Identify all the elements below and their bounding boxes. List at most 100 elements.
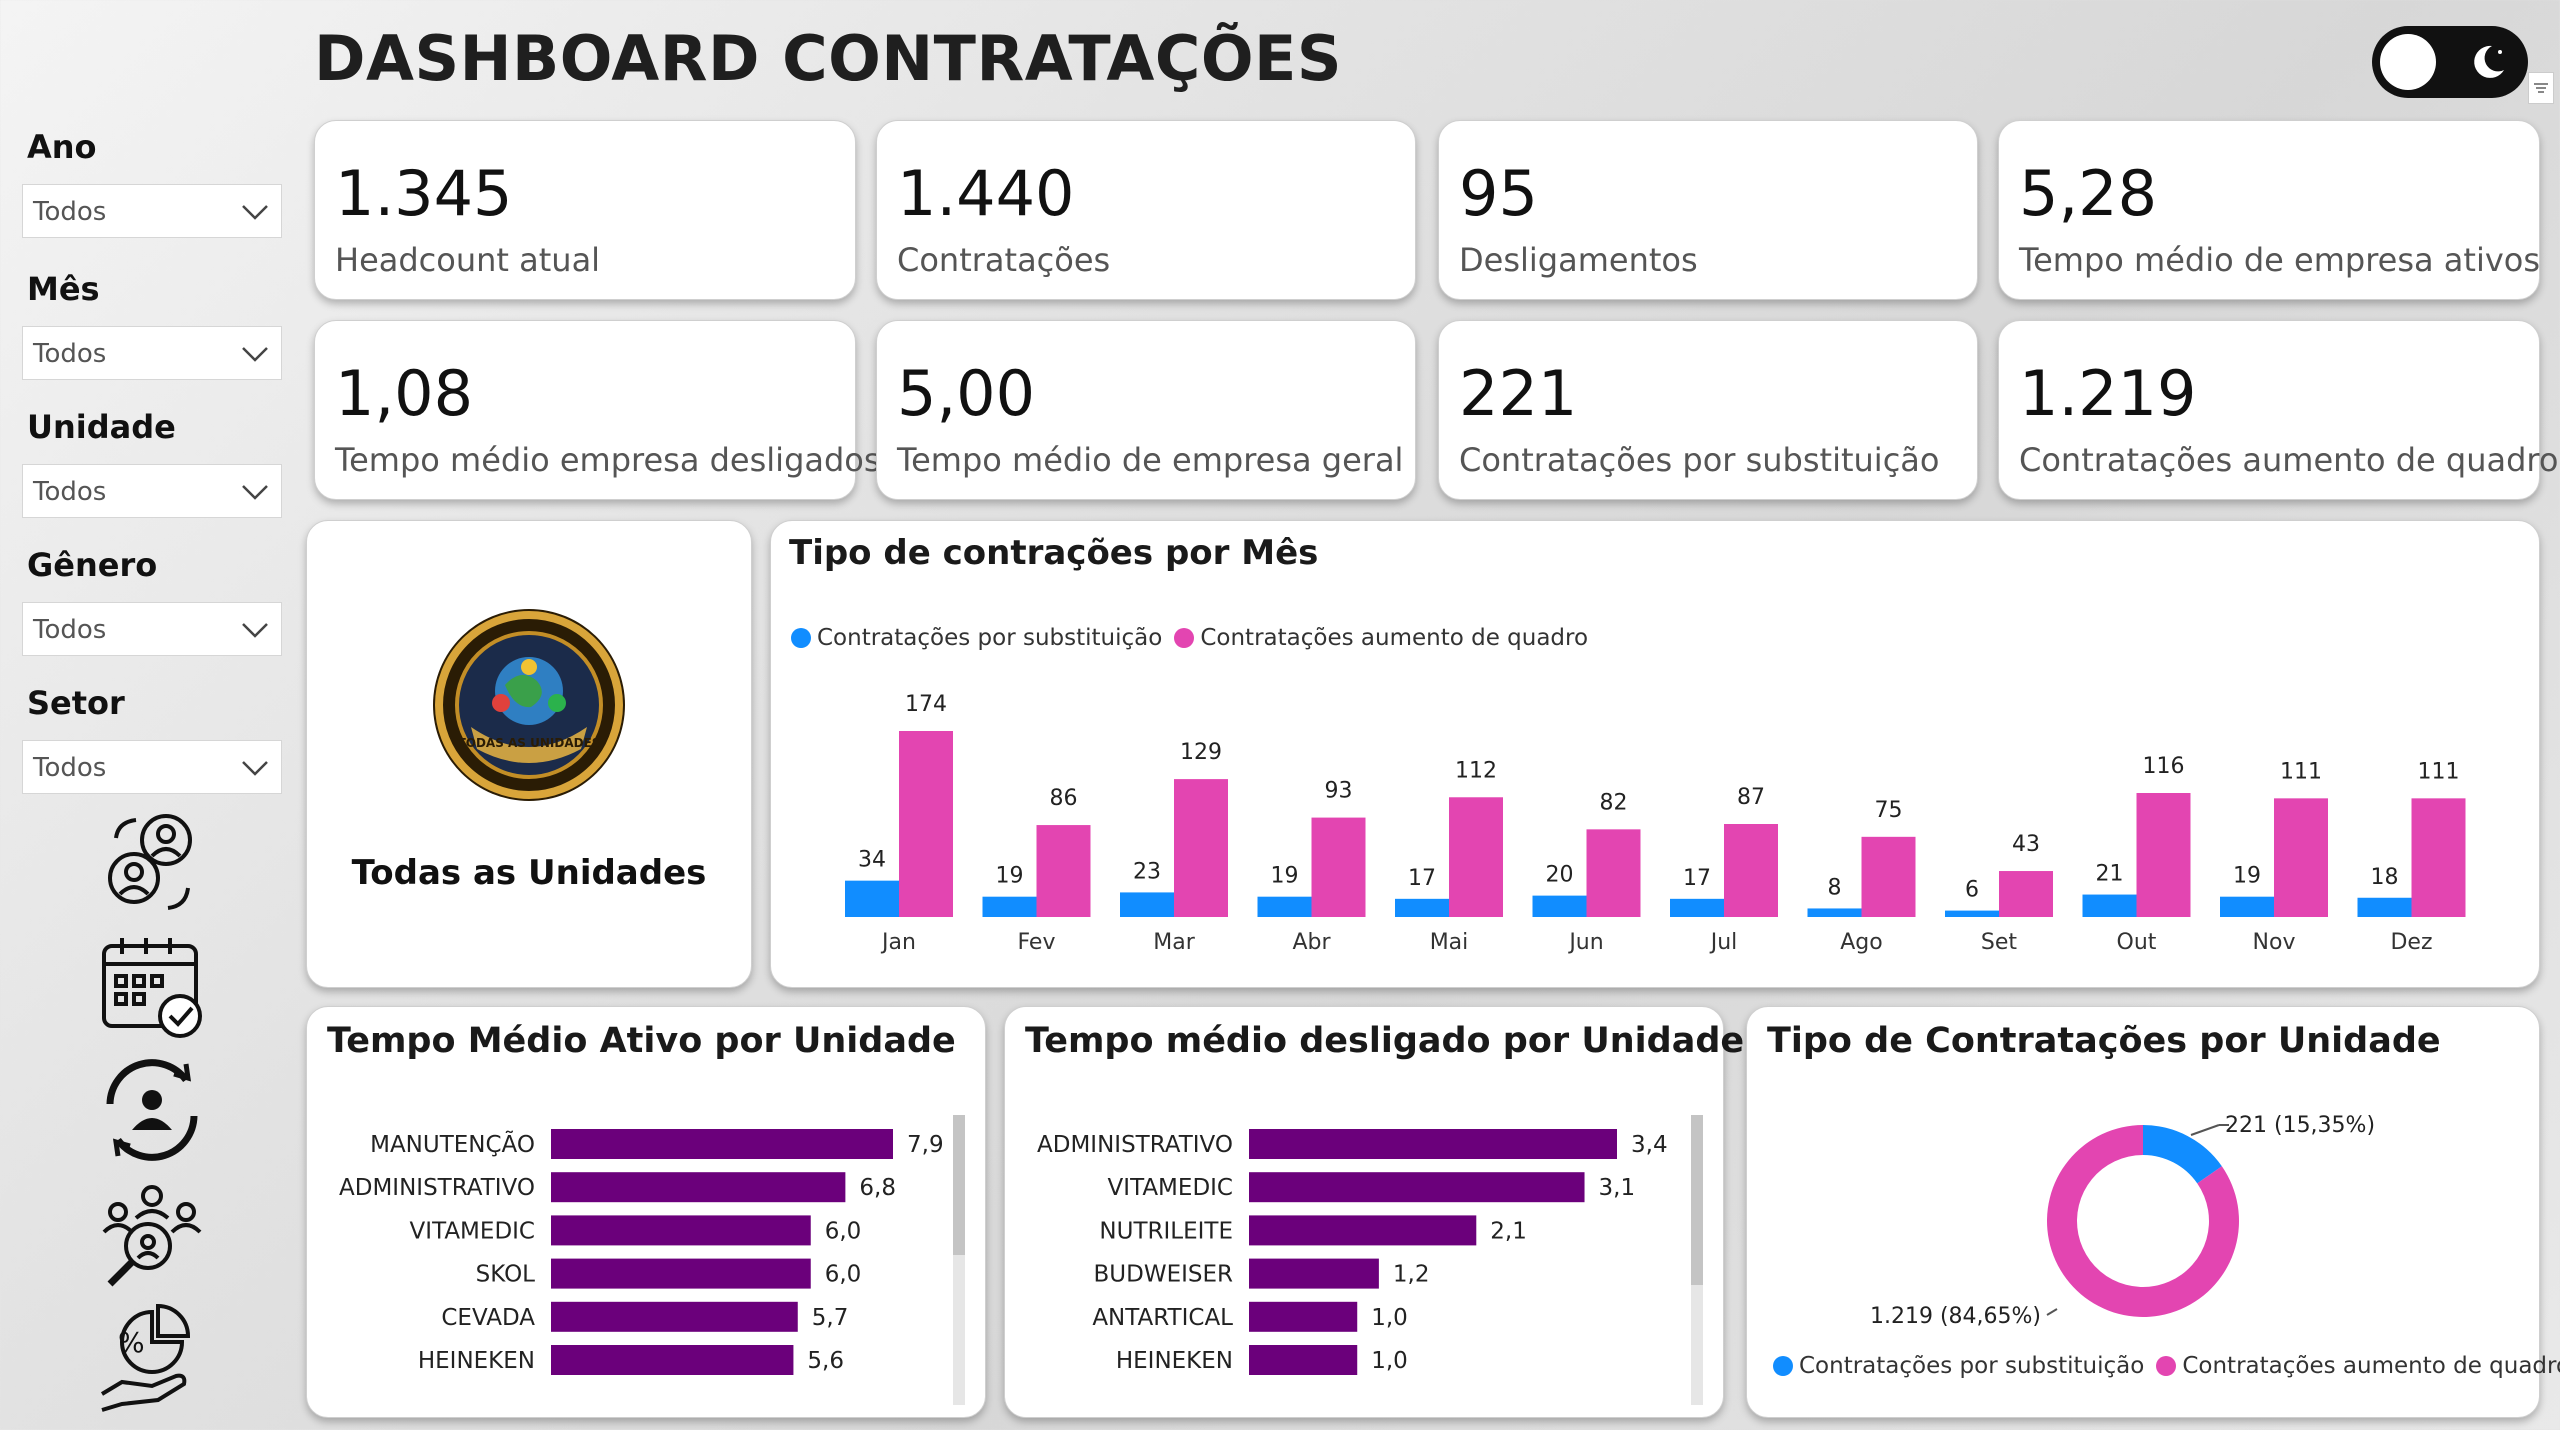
data-label: 17 [1683,866,1711,891]
kpi-card-aumento-quadro: 1.219 Contratações aumento de quadro [1998,320,2558,500]
kpi-value: 95 [1459,157,1538,230]
bar-substituicao[interactable] [1670,898,1724,917]
monthly-chart-panel[interactable]: Tipo de contrações por Mês Contratações … [770,520,2540,988]
chart-legend: Contratações por substituição Contrataçõ… [791,625,1588,651]
filter-select-unidade[interactable]: Todos [22,464,282,518]
bar[interactable] [551,1172,846,1203]
people-cycle-icon[interactable] [96,808,208,920]
bar[interactable] [551,1258,811,1289]
bar-substituicao[interactable] [982,896,1037,917]
scrollbar-track[interactable] [1691,1115,1703,1405]
category-label: HEINEKEN [1116,1348,1233,1374]
leader-line [2190,1124,2220,1136]
bar-aumento-quadro[interactable] [1174,779,1228,917]
filter-select-mes[interactable]: Todos [22,326,282,380]
bar-substituicao[interactable] [1120,892,1174,917]
legend-dot-pink [2156,1356,2177,1376]
bar[interactable] [1249,1172,1585,1203]
filter-select-setor[interactable]: Todos [22,740,282,794]
x-tick-label: Fev [1017,930,1055,955]
bar[interactable] [551,1301,798,1332]
category-label: CEVADA [441,1305,535,1331]
unit-panel[interactable]: TODAS AS UNIDADES Todas as Unidades [306,520,752,988]
toggle-knob[interactable] [2380,34,2436,90]
category-label: VITAMEDIC [410,1218,535,1244]
active-time-panel[interactable]: Tempo Médio Ativo por Unidade MANUTENÇÃO… [306,1006,986,1418]
theme-toggle[interactable] [2372,26,2528,98]
bar-substituicao[interactable] [1807,908,1862,917]
bar-aumento-quadro[interactable] [1586,829,1641,917]
bar-aumento-quadro[interactable] [1724,824,1778,917]
leader-line [2046,1308,2058,1316]
kpi-label: Contratações [897,241,1111,279]
bar[interactable] [551,1215,811,1246]
bar-aumento-quadro[interactable] [1449,797,1503,917]
bar-aumento-quadro[interactable] [2274,798,2328,917]
team-search-icon[interactable] [96,1178,208,1290]
scrollbar-track[interactable] [953,1115,965,1405]
kpi-value: 221 [1459,357,1578,430]
calendar-check-icon[interactable] [96,932,208,1044]
filter-select-genero[interactable]: Todos [22,602,282,656]
data-label: 5,7 [812,1305,849,1331]
unit-caption: Todas as Unidades [351,853,707,893]
bar[interactable] [1249,1129,1617,1159]
bar[interactable] [551,1345,794,1375]
data-label: 19 [1271,864,1299,889]
bar-aumento-quadro[interactable] [1311,817,1366,917]
kpi-card-desligamentos: 95 Desligamentos [1438,120,1978,300]
donut-slice[interactable] [2047,1125,2239,1317]
scrollbar-thumb[interactable] [953,1115,965,1255]
chart-title: Tempo Médio Ativo por Unidade [327,1021,956,1061]
user-refresh-icon[interactable] [96,1054,208,1166]
filter-label-setor: Setor [27,684,125,722]
kpi-value: 1.345 [335,157,513,230]
bar-aumento-quadro[interactable] [1999,871,2053,917]
select-value: Todos [33,477,107,507]
bar-aumento-quadro[interactable] [2136,793,2191,917]
bar-substituicao[interactable] [2220,896,2274,917]
x-tick-label: Abr [1292,930,1331,955]
bar-substituicao[interactable] [2357,897,2412,917]
percent-hand-icon[interactable]: % [96,1302,208,1414]
data-label: 86 [1050,786,1078,811]
bar-substituicao[interactable] [845,880,899,917]
active-time-bar-chart: MANUTENÇÃO 7,9 ADMINISTRATIVO 6,8 VITAMEDIC 6… [339,1129,944,1375]
kpi-label: Desligamentos [1459,241,1698,279]
chart-title: Tipo de contrações por Mês [789,533,1319,573]
bar-substituicao[interactable] [1945,910,1999,917]
filter-icon[interactable] [2528,72,2554,104]
bar[interactable] [1249,1345,1358,1375]
bar-aumento-quadro[interactable] [2411,798,2466,917]
category-label: NUTRILEITE [1099,1218,1233,1244]
bar[interactable] [1249,1258,1379,1289]
page-title: DASHBOARD CONTRATAÇÕES [314,22,1343,95]
filter-label-mes: Mês [27,270,100,308]
slice-label: 221 (15,35%) [2225,1113,2375,1138]
legend-dot-blue [1773,1356,1793,1376]
bar-substituicao[interactable] [1532,895,1587,917]
bar-aumento-quadro[interactable] [1861,836,1916,917]
category-label: MANUTENÇÃO [370,1130,535,1158]
bar-substituicao[interactable] [2082,894,2137,917]
filter-select-ano[interactable]: Todos [22,184,282,238]
data-label: 174 [905,692,947,717]
bar[interactable] [1249,1215,1477,1246]
kpi-value: 5,00 [897,357,1036,430]
category-label: ANTARTICAL [1092,1305,1233,1331]
select-value: Todos [33,339,107,369]
scrollbar-thumb[interactable] [1691,1115,1703,1285]
dismissed-time-panel[interactable]: Tempo médio desligado por Unidade ADMINI… [1004,1006,1744,1418]
kpi-value: 1,08 [335,357,474,430]
bar-substituicao[interactable] [1395,898,1449,917]
bar[interactable] [551,1129,893,1159]
chevron-down-icon [242,205,268,220]
bar-aumento-quadro[interactable] [899,731,953,917]
donut-panel[interactable]: Tipo de Contratações por Unidade 221 (15… [1746,1006,2560,1418]
filter-label-ano: Ano [27,128,97,166]
bar-substituicao[interactable] [1257,896,1312,917]
bar-aumento-quadro[interactable] [1036,825,1091,917]
bar[interactable] [1249,1301,1358,1332]
dismissed-time-bar-chart: ADMINISTRATIVO 3,4 VITAMEDIC 3,1 NUTRILEITE 2… [1037,1129,1668,1375]
donut-slice[interactable] [2143,1125,2222,1184]
